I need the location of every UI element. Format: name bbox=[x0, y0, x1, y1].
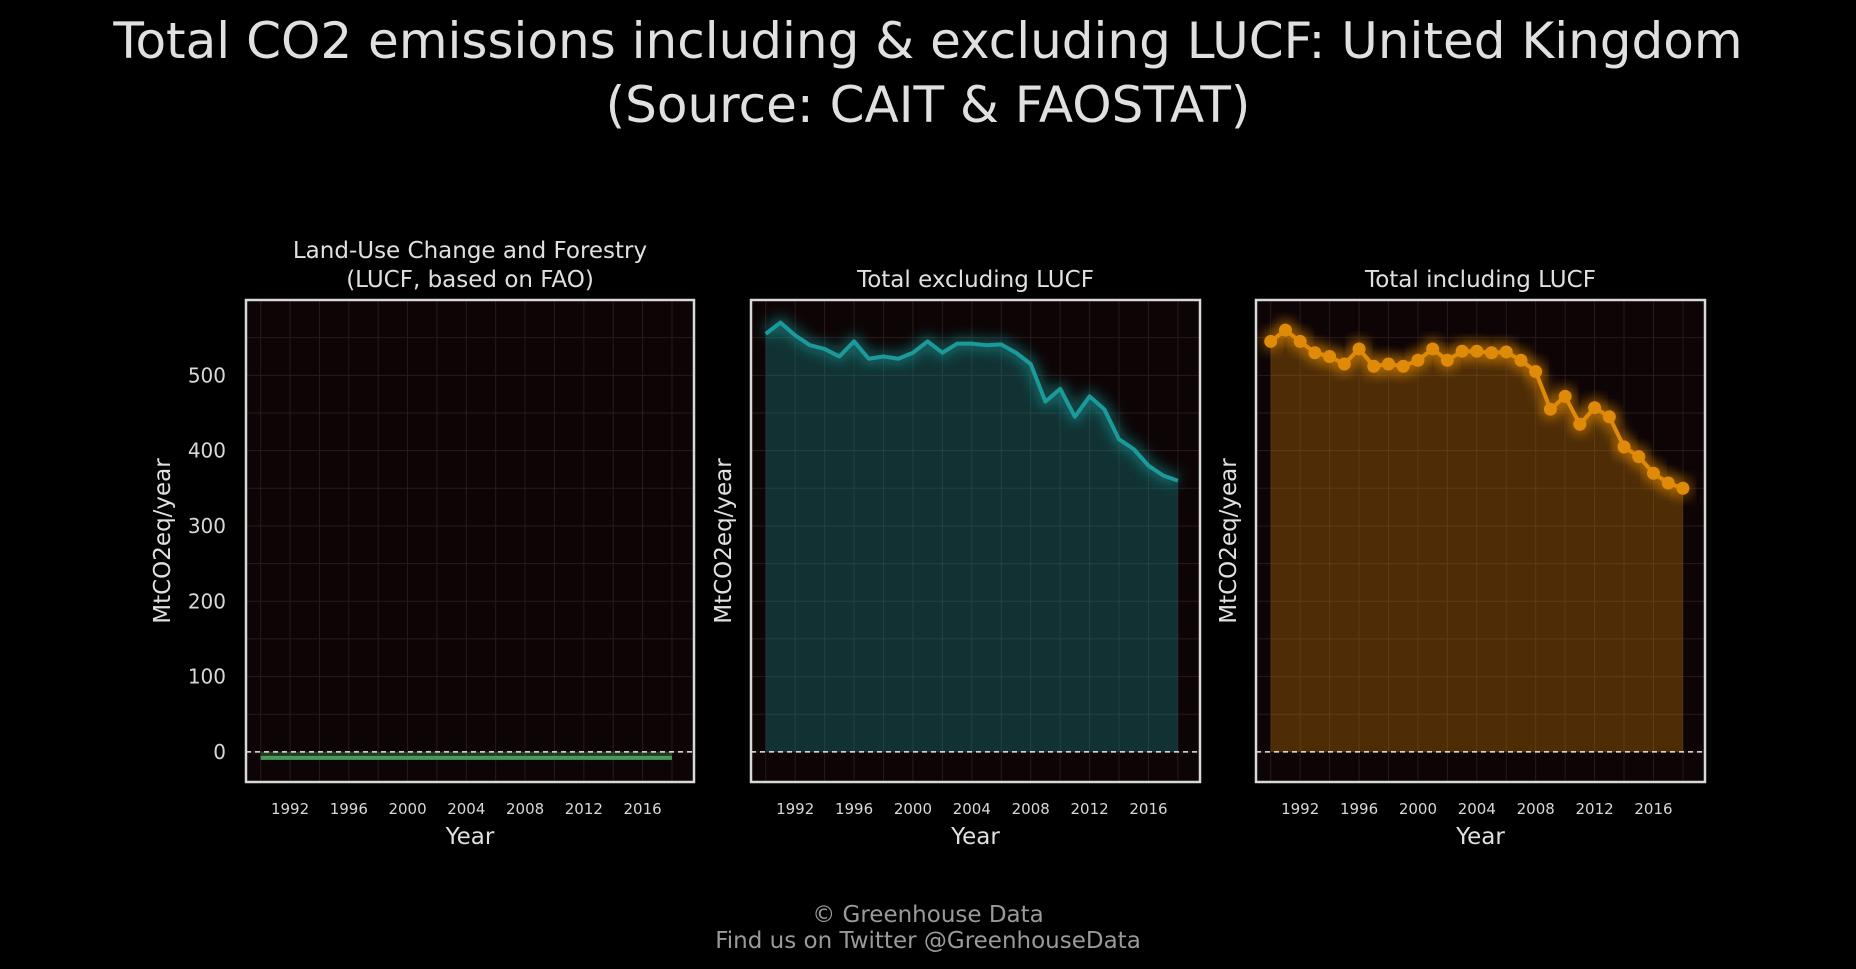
data-point bbox=[1293, 334, 1307, 348]
x-tick-label: 2012 bbox=[1070, 800, 1108, 818]
y-axis-label: MtCO2eq/year bbox=[150, 458, 176, 624]
y-tick-label: 200 bbox=[188, 589, 226, 613]
plot-frame bbox=[749, 298, 1202, 784]
data-point bbox=[1632, 450, 1646, 464]
data-point bbox=[1529, 365, 1543, 379]
plot-background bbox=[751, 300, 1200, 782]
data-point bbox=[1543, 402, 1557, 416]
x-tick-label: 1996 bbox=[330, 800, 368, 818]
plot-frame bbox=[244, 298, 696, 784]
x-axis-label: Year bbox=[1455, 824, 1505, 850]
data-point bbox=[1676, 481, 1690, 495]
x-tick-label: 2000 bbox=[894, 800, 932, 818]
area-fill bbox=[765, 322, 1178, 752]
data-point bbox=[1646, 466, 1660, 480]
x-axis-label: Year bbox=[950, 824, 1000, 850]
data-point bbox=[1278, 323, 1292, 337]
x-tick-label: 2004 bbox=[447, 800, 485, 818]
panel-title: (LUCF, based on FAO) bbox=[346, 267, 594, 293]
data-point bbox=[1661, 476, 1675, 490]
x-tick-label: 2000 bbox=[388, 800, 426, 818]
x-tick-label: 2016 bbox=[1634, 800, 1672, 818]
data-point bbox=[1381, 357, 1395, 371]
x-tick-label: 1996 bbox=[1340, 800, 1378, 818]
twitter-caption: Find us on Twitter @GreenhouseData bbox=[715, 928, 1141, 954]
data-point bbox=[1264, 334, 1278, 348]
data-point bbox=[1602, 410, 1616, 424]
data-point bbox=[1588, 401, 1602, 415]
x-tick-label: 2012 bbox=[565, 800, 603, 818]
x-tick-label: 2008 bbox=[506, 800, 544, 818]
x-tick-label: 1992 bbox=[271, 800, 309, 818]
panel-2: 1992 1996 2000 2004 2008 2012 2016 Year MtCO2eq/… bbox=[711, 267, 1202, 850]
data-point bbox=[1573, 417, 1587, 431]
x-tick-label: 2004 bbox=[953, 800, 991, 818]
series-line bbox=[764, 320, 1179, 483]
y-axis-label: MtCO2eq/year bbox=[711, 458, 737, 624]
data-point bbox=[1440, 353, 1454, 367]
y-axis-label: MtCO2eq/year bbox=[1216, 458, 1242, 624]
data-point bbox=[1352, 342, 1366, 356]
panel-3: 1992 1996 2000 2004 2008 2012 2016 Year MtCO2eq/… bbox=[1216, 267, 1707, 850]
chart-title: Total CO2 emissions including & excludin… bbox=[113, 12, 1743, 70]
x-tick-label: 2008 bbox=[1012, 800, 1050, 818]
data-point bbox=[1499, 345, 1513, 359]
x-tick-label: 2016 bbox=[1129, 800, 1167, 818]
x-axis-label: Year bbox=[445, 824, 495, 850]
x-tick-label: 2012 bbox=[1575, 800, 1613, 818]
x-tick-label: 2008 bbox=[1517, 800, 1555, 818]
data-point bbox=[1485, 346, 1499, 360]
y-tick-label: 500 bbox=[188, 363, 226, 387]
panel-title: Total including LUCF bbox=[1364, 267, 1596, 293]
y-tick-label: 100 bbox=[188, 665, 226, 689]
copyright-caption: © Greenhouse Data bbox=[812, 902, 1044, 928]
plot-background bbox=[1256, 300, 1705, 782]
data-point bbox=[1396, 359, 1410, 373]
data-point bbox=[1617, 440, 1631, 454]
area-fill bbox=[1270, 330, 1683, 752]
data-point bbox=[1411, 353, 1425, 367]
data-point bbox=[1367, 359, 1381, 373]
x-tick-label: 1996 bbox=[835, 800, 873, 818]
data-point bbox=[1426, 342, 1440, 356]
x-tick-label: 2000 bbox=[1399, 800, 1437, 818]
data-point bbox=[1455, 344, 1469, 358]
x-tick-label: 2016 bbox=[623, 800, 661, 818]
panel-title: Land-Use Change and Forestry bbox=[293, 238, 647, 264]
panel-1: 1992 1996 2000 2004 2008 2012 2016 0 100 200 300 40… bbox=[150, 238, 696, 850]
data-point bbox=[1308, 346, 1322, 360]
x-tick-label: 1992 bbox=[776, 800, 814, 818]
plot-frame bbox=[1254, 298, 1707, 784]
data-point bbox=[1558, 389, 1572, 403]
data-point bbox=[1470, 344, 1484, 358]
plot-background bbox=[246, 300, 694, 782]
x-tick-label: 1992 bbox=[1281, 800, 1319, 818]
data-point bbox=[1323, 349, 1337, 363]
chart-subtitle: (Source: CAIT & FAOSTAT) bbox=[605, 76, 1251, 134]
panel-title: Total excluding LUCF bbox=[856, 267, 1094, 293]
y-tick-label: 300 bbox=[188, 514, 226, 538]
data-point bbox=[1337, 357, 1351, 371]
data-point bbox=[1514, 353, 1528, 367]
y-tick-label: 400 bbox=[188, 439, 226, 463]
y-tick-label: 0 bbox=[213, 740, 226, 764]
x-tick-label: 2004 bbox=[1458, 800, 1496, 818]
